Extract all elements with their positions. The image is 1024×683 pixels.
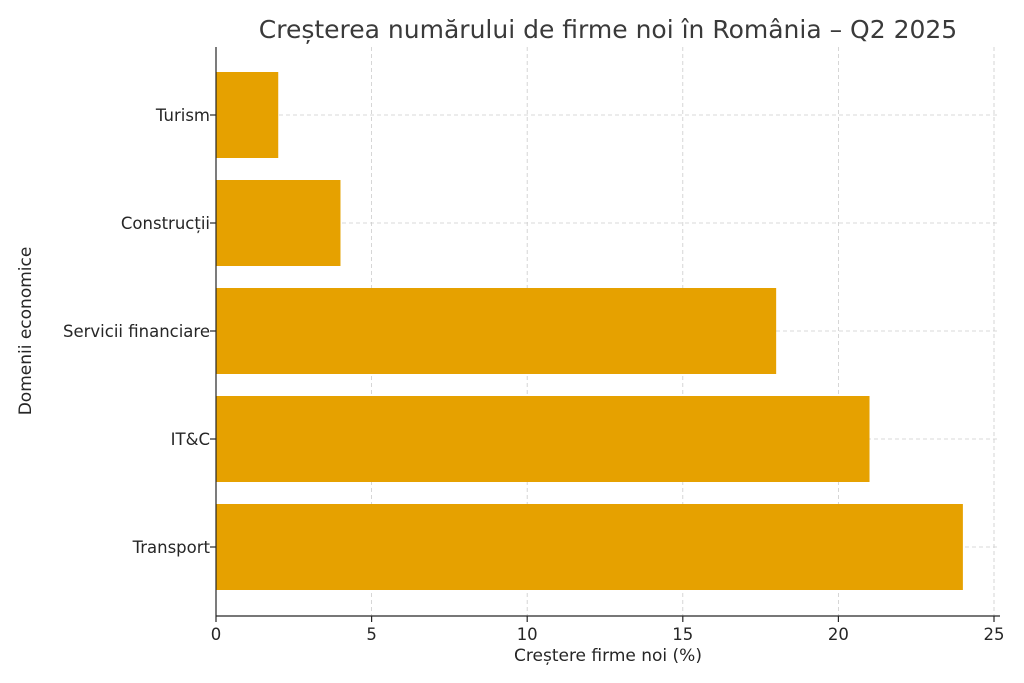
bar-transport: [216, 504, 963, 590]
y-axis-label: Domenii economice: [16, 247, 36, 416]
bar-servicii-financiare: [216, 288, 777, 374]
chart-title: Creșterea numărului de firme noi în Româ…: [259, 15, 957, 44]
y-tick-label: Transport: [132, 538, 211, 557]
y-tick-label: IT&C: [171, 430, 210, 449]
x-tick-label: 5: [366, 625, 377, 644]
bar-construcții: [216, 180, 341, 266]
y-axis-ticks: Transport IT&C Servicii financiare Construc…: [63, 106, 216, 557]
y-tick-label: Turism: [155, 106, 210, 125]
x-tick-label: 20: [828, 625, 849, 644]
x-axis-ticks: 0 5 10 15 20 25: [211, 616, 1005, 644]
bar-it-c: [216, 396, 870, 482]
x-tick-label: 0: [211, 625, 222, 644]
x-tick-label: 10: [517, 625, 538, 644]
x-tick-label: 25: [984, 625, 1005, 644]
bars: [216, 72, 963, 590]
x-axis-label: Creștere firme noi (%): [514, 646, 702, 666]
y-tick-label: Construcții: [121, 214, 210, 233]
x-tick-label: 15: [672, 625, 693, 644]
bar-turism: [216, 72, 279, 158]
y-tick-label: Servicii financiare: [63, 322, 210, 341]
